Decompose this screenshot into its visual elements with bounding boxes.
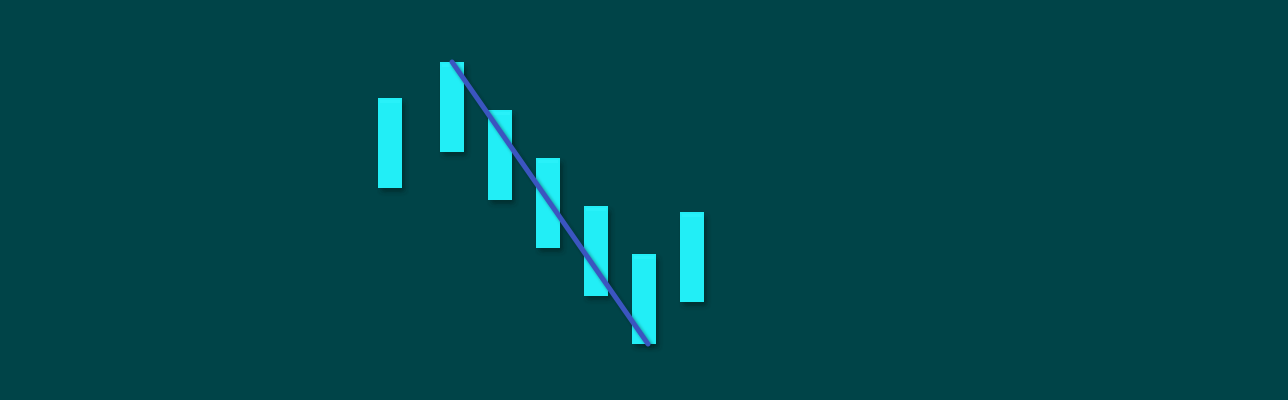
bar-7-highlight [682, 214, 702, 217]
bar-1-highlight [380, 100, 400, 103]
bar-7[interactable] [680, 212, 704, 302]
bar-3-highlight [490, 112, 510, 115]
bars-layer [378, 62, 704, 344]
bar-4-highlight [538, 160, 558, 163]
bar-1[interactable] [378, 98, 402, 188]
bar-5-highlight [586, 208, 606, 211]
bar-6-highlight [634, 256, 654, 259]
connector-layer [449, 59, 651, 347]
connector-line [449, 59, 651, 347]
bar-3[interactable] [488, 110, 512, 200]
